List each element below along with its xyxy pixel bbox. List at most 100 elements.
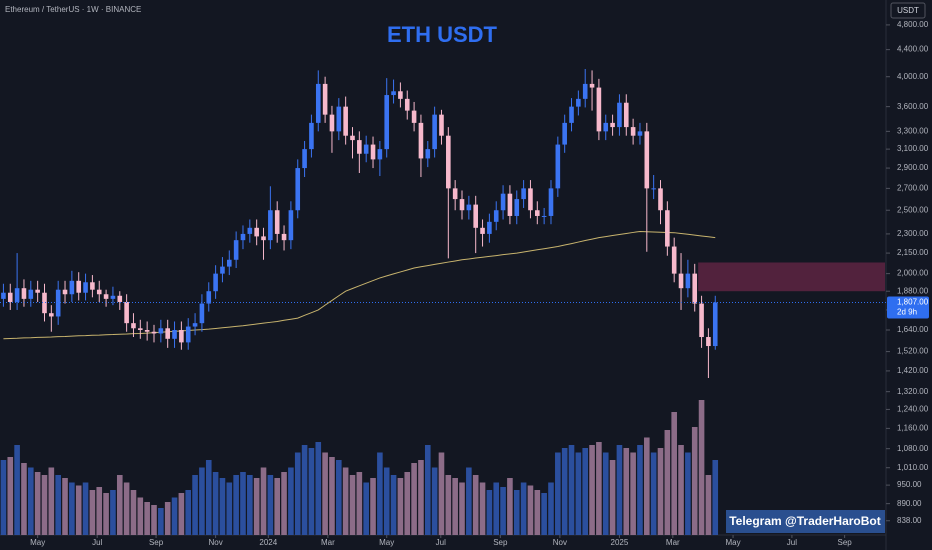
candle-body <box>671 246 677 274</box>
volume-bar <box>664 430 671 535</box>
candle-body <box>548 188 554 216</box>
candle-body <box>172 330 177 339</box>
volume-bar <box>240 472 246 535</box>
candle-body <box>446 135 451 189</box>
countdown: 2d 9h <box>897 308 917 317</box>
volume-bar <box>602 452 609 535</box>
volume-bar <box>342 467 349 535</box>
volume-bar <box>431 467 438 535</box>
candle-body <box>411 110 417 123</box>
candle-body <box>226 259 232 267</box>
volume-bar <box>110 490 116 535</box>
candle-body <box>589 83 595 88</box>
candle-body <box>500 193 506 211</box>
candle-body <box>90 282 95 290</box>
candle-body <box>665 210 670 247</box>
candle-body <box>459 199 465 211</box>
candle-body <box>418 122 424 159</box>
volume-bar <box>397 478 404 535</box>
candle-body <box>199 303 205 324</box>
volume-bar <box>555 452 561 535</box>
y-tick-label: 1,080.00 <box>897 444 929 453</box>
volume-bar <box>472 475 479 535</box>
candle-body <box>192 323 198 327</box>
volume-bar <box>96 487 103 535</box>
candle-body <box>206 291 212 304</box>
x-tick-label: Sep <box>838 538 853 547</box>
volume-bar <box>123 482 130 535</box>
volume-bar <box>158 508 164 535</box>
volume-bar <box>62 478 68 535</box>
y-tick-label: 2,300.00 <box>897 229 929 238</box>
candle-body <box>528 188 533 211</box>
candle-body <box>452 188 458 200</box>
x-tick-label: Mar <box>321 538 335 547</box>
candle-body <box>96 289 102 295</box>
volume-bar <box>418 460 424 535</box>
y-tick-label: 1,320.00 <box>897 387 929 396</box>
candle-body <box>288 210 294 241</box>
volume-bar <box>424 445 431 535</box>
volume-bar <box>247 475 253 535</box>
volume-bar <box>226 482 233 535</box>
currency-box[interactable] <box>890 2 926 19</box>
y-tick-label: 1,520.00 <box>897 347 929 356</box>
volume-bar <box>212 472 219 535</box>
volume-bar <box>205 460 212 535</box>
volume-bar <box>356 472 363 535</box>
candle-body <box>158 328 164 334</box>
candle-body <box>179 330 184 343</box>
x-tick-label: 2024 <box>259 538 277 547</box>
volume-bar <box>144 502 150 535</box>
last-price-box <box>887 296 929 319</box>
volume-bar <box>548 482 554 535</box>
currency-label[interactable]: USDT <box>897 6 919 15</box>
volume-bar <box>466 467 472 535</box>
y-tick-label: 1,010.00 <box>897 463 929 472</box>
candle-body <box>76 280 82 293</box>
candle-body <box>507 193 513 216</box>
volume-bar <box>616 445 623 535</box>
volume-bar <box>294 452 301 535</box>
candle-body <box>281 233 287 241</box>
volume-bar <box>89 490 96 535</box>
candle-body <box>466 204 472 211</box>
volume-bar <box>507 478 513 535</box>
candle-body <box>699 303 704 338</box>
candle-body <box>28 289 34 299</box>
candle-body <box>582 83 588 99</box>
watermark-box <box>726 510 885 533</box>
x-tick-label: May <box>725 538 740 547</box>
y-tick-label: 2,000.00 <box>897 269 929 278</box>
volume-bar <box>281 472 287 535</box>
volume-bar <box>14 445 20 535</box>
candle-body <box>233 240 239 260</box>
candle-body <box>562 122 567 145</box>
volume-bar <box>650 452 657 535</box>
candle-body <box>534 210 540 216</box>
candle-body <box>569 106 574 123</box>
volume-bar <box>103 493 109 535</box>
candle-body <box>617 102 622 128</box>
y-tick-label: 4,000.00 <box>897 72 929 81</box>
volume-bar <box>500 487 506 535</box>
candle-body <box>343 106 348 136</box>
volume-bar <box>479 482 486 535</box>
x-tick-label: Jul <box>436 538 446 547</box>
candle-body <box>62 289 68 295</box>
volume-bar <box>171 497 178 535</box>
volume-bar <box>363 482 369 535</box>
volume-bar <box>568 445 575 535</box>
volume-bar <box>0 460 7 535</box>
y-tick-label: 3,100.00 <box>897 144 929 153</box>
volume-bar <box>712 460 719 535</box>
candle-body <box>439 114 444 136</box>
candle-body <box>514 199 520 216</box>
volume-bar <box>596 442 602 535</box>
volume-bar <box>34 472 41 535</box>
volume-bar <box>349 475 356 535</box>
volume-bar <box>685 452 691 535</box>
volume-bar <box>75 485 82 535</box>
volume-bar <box>411 463 417 535</box>
